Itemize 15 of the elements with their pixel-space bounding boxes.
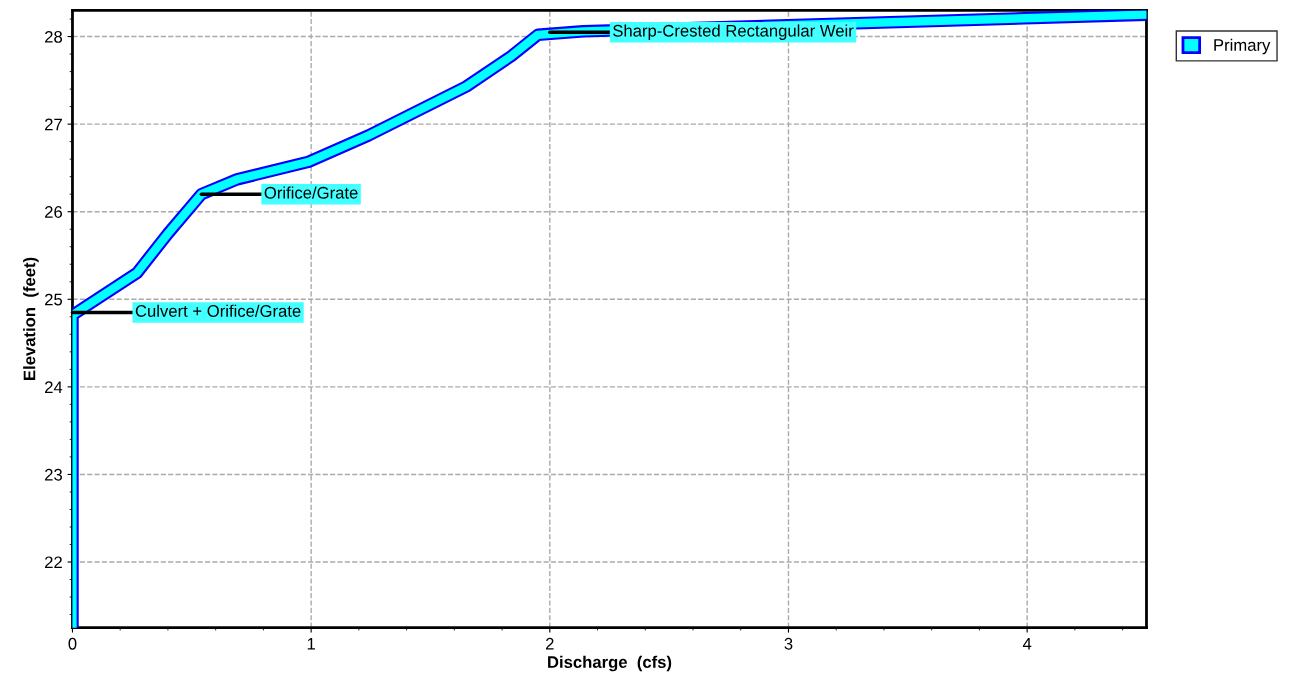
y-axis-title: Elevation (feet) [23, 257, 39, 380]
x-tick-label: 2 [546, 637, 554, 650]
y-tick-label: 24 [45, 381, 63, 393]
x-tick-label: 1 [307, 638, 315, 650]
y-tick-label: 23 [45, 468, 63, 481]
x-axis-title: Discharge (cfs) [548, 655, 672, 672]
x-tick-label: 0 [68, 637, 77, 650]
legend-label: Primary [1214, 38, 1271, 55]
y-tick-label: 22 [45, 556, 62, 569]
y-tick-label: 28 [45, 30, 63, 43]
y-tick-label: 27 [45, 118, 62, 131]
y-tick-label: 25 [45, 293, 63, 306]
x-tick-label: 3 [784, 637, 793, 650]
y-tick-label: 26 [45, 206, 63, 218]
x-tick-label: 4 [1022, 638, 1032, 650]
